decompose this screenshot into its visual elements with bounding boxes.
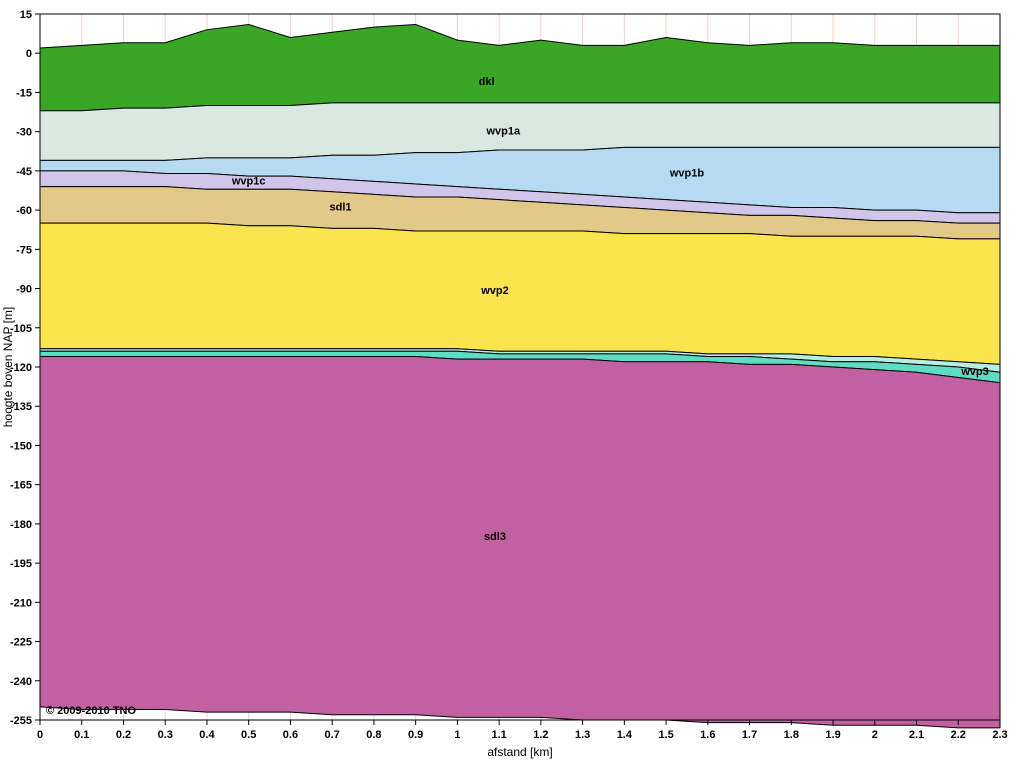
y-tick-label: -60 <box>16 205 32 217</box>
y-tick-label: -75 <box>16 244 32 256</box>
x-tick-label: 0.6 <box>283 729 298 741</box>
x-tick-label: 0.4 <box>199 729 215 741</box>
x-tick-label: 0 <box>37 729 43 741</box>
x-tick-label: 1.4 <box>617 729 633 741</box>
layer-label-wvp1a: wvp1a <box>485 126 521 138</box>
y-tick-label: -195 <box>10 558 32 570</box>
layer-label-wvp1c: wvp1c <box>231 175 266 187</box>
layer-wvp2 <box>40 223 1000 364</box>
y-tick-label: 0 <box>26 48 32 60</box>
layer-label-wvp2: wvp2 <box>480 285 509 297</box>
layer-label-sdl3: sdl3 <box>484 531 506 543</box>
x-tick-label: 1.9 <box>825 729 840 741</box>
x-tick-label: 0.3 <box>158 729 173 741</box>
x-tick-label: 2.3 <box>992 729 1007 741</box>
x-tick-label: 0.5 <box>241 729 256 741</box>
y-tick-label: -225 <box>10 637 32 649</box>
x-tick-label: 2.2 <box>951 729 966 741</box>
y-tick-label: -240 <box>10 676 32 688</box>
x-tick-label: 1.2 <box>533 729 548 741</box>
layer-label-sdl1: sdl1 <box>330 201 352 213</box>
copyright-text: © 2009-2010 TNO <box>46 705 136 717</box>
y-tick-label: -255 <box>10 715 32 727</box>
layer-label-wvp1b: wvp1b <box>669 167 705 179</box>
x-tick-label: 0.9 <box>408 729 423 741</box>
y-tick-label: -30 <box>16 127 32 139</box>
x-tick-label: 1.3 <box>575 729 590 741</box>
x-tick-label: 1.5 <box>658 729 673 741</box>
y-tick-label: 15 <box>20 9 32 21</box>
layer-label-wvp3: wvp3 <box>960 366 989 378</box>
x-tick-label: 0.2 <box>116 729 131 741</box>
y-tick-label: -165 <box>10 480 32 492</box>
x-tick-label: 1.1 <box>491 729 506 741</box>
x-tick-label: 1 <box>454 729 460 741</box>
cross-section-chart: dkl wvp1a wvp1b wvp1c sdl1 wvp2 wvp3 sdl3 0 0.1 0.… <box>0 0 1024 768</box>
y-tick-label: -90 <box>16 284 32 296</box>
x-tick-label: 1.7 <box>742 729 757 741</box>
x-tick-label: 0.7 <box>325 729 340 741</box>
x-tick-label: 2.1 <box>909 729 924 741</box>
y-axis-label: hoogte boven NAP [m] <box>1 307 15 428</box>
y-tick-label: -210 <box>10 597 32 609</box>
x-tick-label: 0.1 <box>74 729 89 741</box>
layer-sdl3 <box>40 357 1000 728</box>
y-tick-label: -180 <box>10 519 32 531</box>
x-tick-label: 1.8 <box>784 729 799 741</box>
y-tick-label: -15 <box>16 87 32 99</box>
x-axis-label: afstand [km] <box>487 745 552 759</box>
chart-container: dkl wvp1a wvp1b wvp1c sdl1 wvp2 wvp3 sdl3 0 0.1 0.… <box>0 0 1024 768</box>
y-tick-label: -45 <box>16 166 32 178</box>
y-tick-label: -150 <box>10 440 32 452</box>
layer-label-dkl: dkl <box>479 76 495 88</box>
x-tick-label: 0.8 <box>366 729 381 741</box>
x-tick-label: 1.6 <box>700 729 715 741</box>
x-tick-label: 2 <box>872 729 878 741</box>
